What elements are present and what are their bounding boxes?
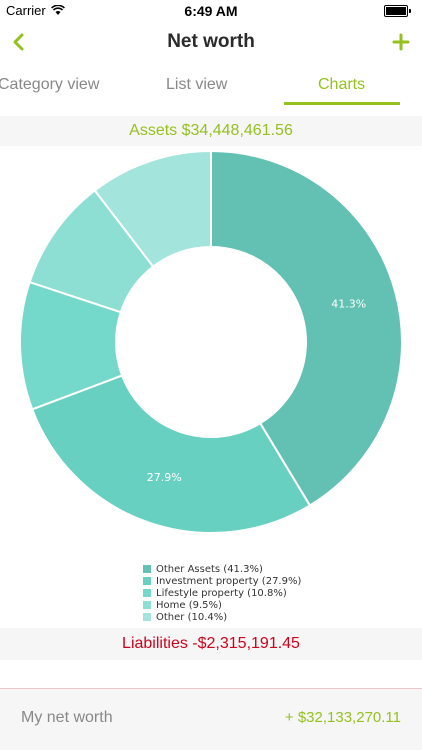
donut-hole	[126, 257, 296, 427]
slice-data-label-0: 41.3%	[331, 298, 366, 311]
net-worth-summary: My net worth + $32,133,270.11	[0, 689, 422, 750]
legend-item-1: Investment property (27.9%)	[143, 575, 301, 587]
legend-swatch	[143, 565, 151, 573]
nav-bar: Net worth	[0, 22, 422, 64]
donut-slice-0	[210, 149, 403, 507]
donut-inner-ring	[116, 247, 306, 437]
status-left: Carrier	[6, 3, 65, 18]
divider	[0, 688, 422, 689]
legend-label: Other Assets (41.3%)	[156, 563, 263, 575]
donut-chart: 41.3% 27.9%	[19, 149, 403, 534]
legend-label: Investment property (27.9%)	[156, 575, 302, 587]
legend-swatch	[143, 601, 151, 609]
legend-item-3: Home (9.5%)	[143, 599, 301, 611]
slice-data-label-1: 27.9%	[147, 471, 182, 484]
liabilities-total: Liabilities -$2,315,191.45	[0, 628, 422, 660]
legend-swatch	[143, 577, 151, 585]
active-tab-indicator	[284, 102, 400, 105]
carrier-label: Carrier	[6, 3, 46, 18]
donut-slice-4	[93, 149, 212, 269]
tab-category-view[interactable]: Category view	[0, 76, 100, 93]
legend-label: Home (9.5%)	[156, 599, 222, 611]
back-button[interactable]	[10, 30, 30, 54]
tab-charts[interactable]: Charts	[318, 76, 366, 93]
legend-item-2: Lifestyle property (10.8%)	[143, 587, 301, 599]
page-title: Net worth	[167, 31, 255, 52]
tab-list-view[interactable]: List view	[166, 76, 228, 93]
legend-item-0: Other Assets (41.3%)	[143, 563, 301, 575]
legend-label: Lifestyle property (10.8%)	[156, 587, 287, 599]
status-time: 6:49 AM	[184, 3, 238, 19]
chart-legend: Other Assets (41.3%) Investment property …	[143, 563, 301, 623]
battery-icon	[384, 5, 411, 17]
wifi-icon	[50, 5, 65, 15]
net-worth-value: + $32,133,270.11	[284, 709, 401, 726]
legend-item-4: Other (10.4%)	[143, 611, 301, 623]
legend-swatch	[143, 613, 151, 621]
view-tabs: Category view List view Charts	[0, 70, 422, 108]
donut-slice-1	[30, 374, 312, 534]
net-worth-label: My net worth	[21, 709, 113, 726]
chevron-left-icon	[13, 33, 24, 51]
assets-total: Assets $34,448,461.56	[0, 116, 422, 146]
assets-chart: 41.3% 27.9%	[0, 146, 422, 626]
plus-icon	[392, 33, 410, 51]
legend-swatch	[143, 589, 151, 597]
status-bar: Carrier 6:49 AM	[0, 0, 422, 22]
legend-label: Other (10.4%)	[156, 611, 228, 623]
add-button[interactable]	[390, 30, 412, 54]
